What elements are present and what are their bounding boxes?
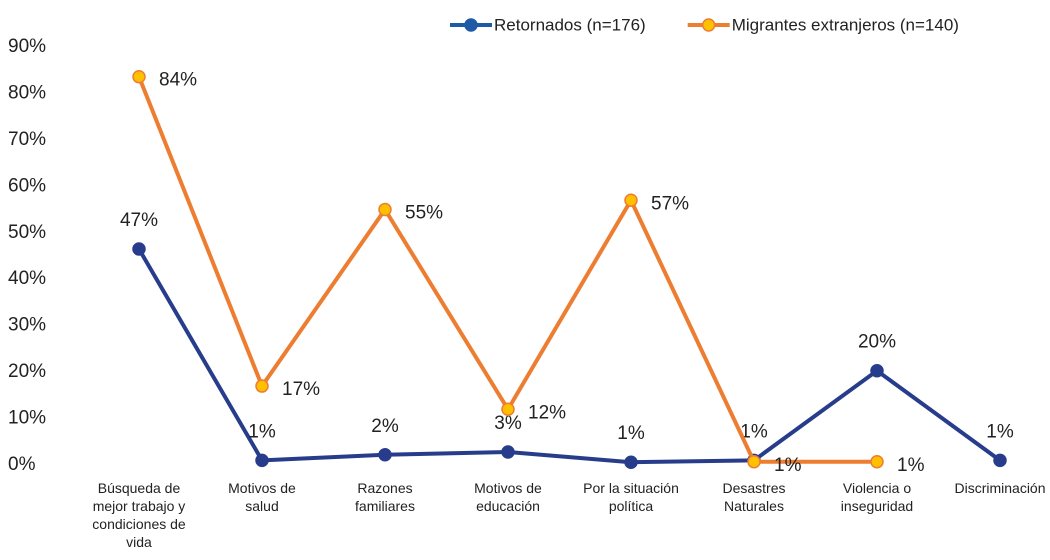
point bbox=[255, 379, 269, 393]
point bbox=[624, 193, 638, 208]
point bbox=[378, 448, 392, 462]
data-label: 1% bbox=[774, 455, 802, 476]
point bbox=[624, 455, 638, 469]
point bbox=[870, 363, 884, 378]
y-tick-label: 10% bbox=[8, 408, 46, 429]
legend-marker bbox=[464, 18, 478, 32]
x-tick-label: Búsqueda de mejor trabajo y condiciones de… bbox=[92, 480, 186, 550]
legend-marker bbox=[701, 18, 716, 32]
x-tick-label: Motivos de educación bbox=[474, 480, 542, 514]
x-tick-label: Motivos de salud bbox=[228, 480, 296, 514]
y-tick-label: 70% bbox=[8, 129, 46, 150]
data-label: 47% bbox=[120, 210, 158, 231]
data-label: 1% bbox=[617, 423, 645, 444]
x-tick-label: Discriminación bbox=[954, 480, 1045, 496]
point bbox=[378, 202, 392, 217]
data-label: 17% bbox=[282, 379, 320, 400]
data-label: 84% bbox=[159, 70, 197, 91]
x-tick-label: Razones familiares bbox=[355, 480, 415, 514]
y-tick-label: 80% bbox=[8, 82, 46, 103]
point bbox=[132, 69, 146, 84]
data-label: 2% bbox=[371, 416, 399, 437]
data-label: 1% bbox=[740, 421, 768, 442]
y-tick-label: 50% bbox=[8, 222, 46, 243]
y-tick-label: 30% bbox=[8, 315, 46, 336]
data-label: 3% bbox=[494, 413, 522, 434]
legend-label: Migrantes extranjeros (n=140) bbox=[732, 15, 959, 34]
data-label: 1% bbox=[897, 455, 925, 476]
point bbox=[132, 242, 146, 256]
series-line bbox=[137, 248, 1002, 465]
data-label: 20% bbox=[858, 332, 896, 353]
y-tick-label: 0% bbox=[8, 454, 36, 475]
y-tick-label: 20% bbox=[8, 361, 46, 382]
point bbox=[747, 454, 761, 469]
point bbox=[501, 445, 515, 459]
data-label: 57% bbox=[651, 193, 689, 214]
legend-label: Retornados (n=176) bbox=[494, 15, 646, 34]
point bbox=[501, 402, 515, 417]
x-tick-label: Desastres Naturales bbox=[722, 480, 785, 514]
data-label: 12% bbox=[528, 402, 566, 423]
y-tick-label: 40% bbox=[8, 268, 46, 289]
y-tick-label: 60% bbox=[8, 175, 46, 196]
point bbox=[870, 454, 884, 469]
point bbox=[993, 453, 1007, 468]
data-label: 55% bbox=[405, 203, 443, 224]
y-tick-label: 90% bbox=[8, 36, 46, 57]
x-tick-label: Por la situación política bbox=[583, 480, 679, 514]
data-label: 1% bbox=[248, 421, 276, 442]
x-tick-label: Violencia o inseguridad bbox=[841, 480, 913, 514]
point bbox=[255, 453, 269, 468]
data-label: 1% bbox=[986, 421, 1014, 442]
